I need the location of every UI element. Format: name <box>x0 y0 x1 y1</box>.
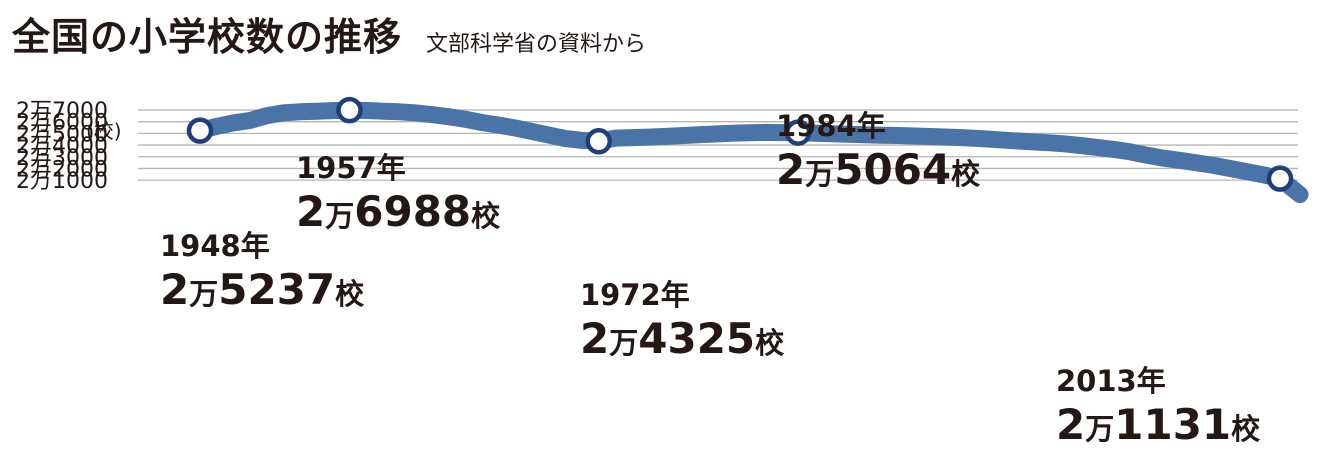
annotation-value: 2万1131校 <box>1056 400 1260 449</box>
annotation-year: 1984年 <box>776 109 886 143</box>
data-point-marker <box>186 117 214 144</box>
data-point-marker <box>585 128 613 155</box>
y-tick-label: 2万4000 <box>16 134 108 159</box>
annotation-value-unit: 校 <box>335 277 364 311</box>
annotation-value-unit: 校 <box>755 326 784 360</box>
y-tick-labels: 2万70002万60002万50002万40002万30002万20002万10… <box>16 99 108 194</box>
annotation-value-unit-man: 万 <box>325 199 354 233</box>
annotation-value: 2万6988校 <box>296 187 500 236</box>
annotation-value-rest: 5237 <box>218 265 335 314</box>
data-point-markers <box>186 96 1294 192</box>
annotation-year: 1972年 <box>580 278 690 312</box>
annotation-year: 1948年 <box>160 229 270 263</box>
y-tick-label: 2万3000 <box>16 146 108 171</box>
annotation-value-unit: 校 <box>1231 412 1260 446</box>
annotation-value-unit: 校 <box>951 157 980 191</box>
annotation-value-rest: 6988 <box>354 187 471 236</box>
annotation-value-man: 2 <box>580 314 609 363</box>
chart-title: 全国の小学校数の推移 <box>12 15 403 59</box>
annotation-value-man: 2 <box>296 187 325 236</box>
annotation-value-unit: 校 <box>471 199 500 233</box>
annotation-year: 1957年 <box>296 151 406 185</box>
series-line <box>191 101 1309 204</box>
annotation-value-rest: 1131 <box>1114 400 1231 449</box>
annotation-year: 2013年 <box>1056 364 1166 398</box>
annotation-value-man: 2 <box>1056 400 1085 449</box>
annotation-value-unit-man: 万 <box>189 277 218 311</box>
y-tick-label: 2万5000 <box>16 122 108 147</box>
data-point-marker <box>1266 165 1294 192</box>
annotation-value-unit-man: 万 <box>609 326 638 360</box>
y-axis-unit-label: (校) <box>86 119 122 143</box>
y-tick-label: 2万7000 <box>16 99 108 124</box>
annotation-value: 2万5237校 <box>160 265 364 314</box>
annotation-value: 2万5064校 <box>776 145 980 194</box>
chart-subtitle: 文部科学省の資料から <box>426 32 647 57</box>
annotation-value-man: 2 <box>160 265 189 314</box>
annotation-value-rest: 4325 <box>638 314 755 363</box>
annotation-value-unit-man: 万 <box>1085 412 1114 446</box>
data-point-marker <box>784 119 812 146</box>
y-tick-label: 2万1000 <box>16 169 108 194</box>
annotation-value-man: 2 <box>776 145 805 194</box>
data-point-marker <box>336 96 363 124</box>
y-tick-label: 2万2000 <box>16 157 108 182</box>
series-line-group <box>191 101 1309 204</box>
annotations: 1948年2万5237校1957年2万6988校1972年2万4325校1984… <box>160 109 1260 449</box>
y-tick-label: 2万6000 <box>16 111 108 136</box>
annotation-value-unit-man: 万 <box>805 157 834 191</box>
annotation-value: 2万4325校 <box>580 314 784 363</box>
annotation-value-rest: 5064 <box>834 145 951 194</box>
